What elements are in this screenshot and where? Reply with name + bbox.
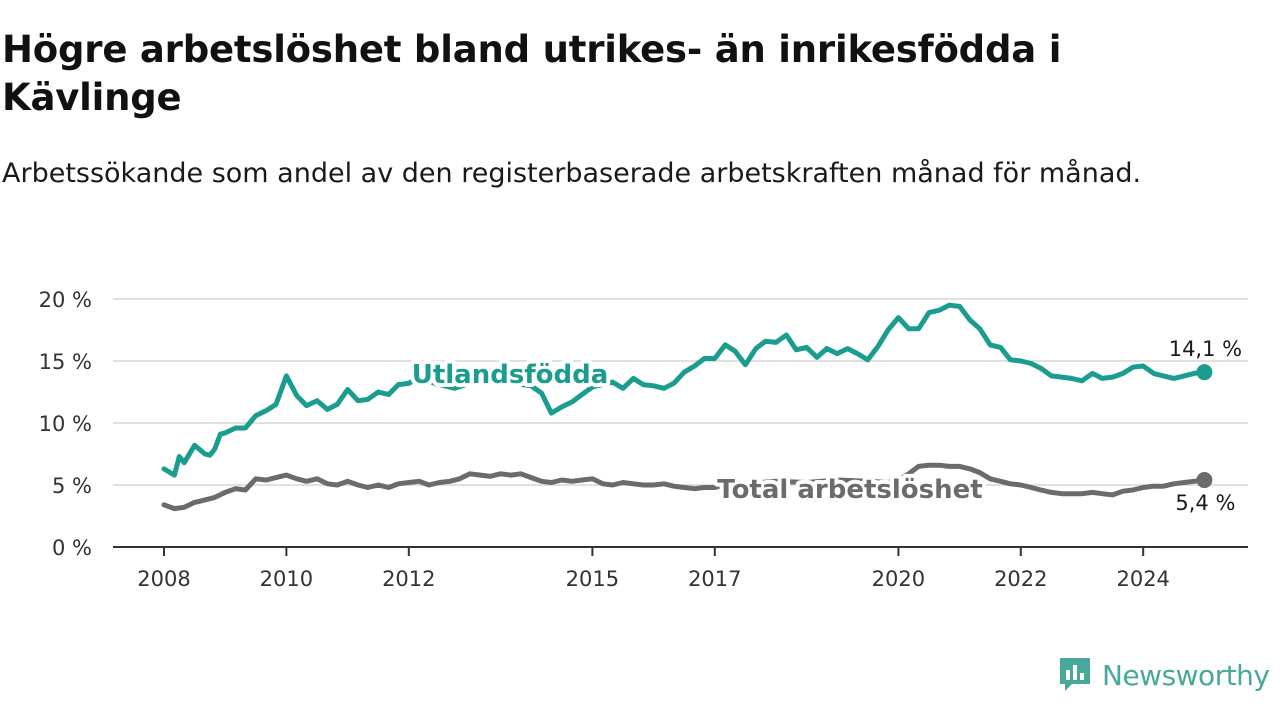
newsworthy-logo: Newsworthy xyxy=(1058,654,1270,696)
y-tick-label: 10 % xyxy=(39,412,92,436)
series-name-halo: Utlandsfödda xyxy=(412,360,609,390)
x-tick-label: 2022 xyxy=(994,567,1047,591)
x-axis-ticks: 2008 2010 2012 2015 2017 2020 2022 2024 xyxy=(137,547,1170,591)
x-tick-label: 2015 xyxy=(566,567,619,591)
series-name-label: Utlandsfödda xyxy=(412,360,609,390)
x-tick-label: 2017 xyxy=(688,567,741,591)
series-name-halo: Total arbetslöshet xyxy=(717,475,982,505)
grid-lines xyxy=(113,298,1248,548)
x-tick-label: 2024 xyxy=(1116,567,1169,591)
series-name-label: Total arbetslöshet xyxy=(717,475,982,505)
end-point-marker xyxy=(1196,472,1213,489)
series-line xyxy=(161,462,1207,512)
chart-subtitle: Arbetssökande som andel av den registerb… xyxy=(2,158,1142,189)
end-value-label: 5,4 % xyxy=(1175,491,1235,515)
series-line xyxy=(161,302,1207,478)
end-value-label: 14,1 % xyxy=(1169,337,1242,361)
x-tick-label: 2020 xyxy=(872,567,925,591)
newsworthy-chart-icon xyxy=(1060,658,1090,691)
series-lines xyxy=(161,302,1213,512)
y-tick-label: 5 % xyxy=(52,474,92,498)
x-tick-label: 2008 xyxy=(137,567,190,591)
brand-name: Newsworthy xyxy=(1102,658,1270,692)
y-tick-label: 20 % xyxy=(39,288,92,312)
end-point-marker xyxy=(1196,364,1213,381)
y-tick-label: 15 % xyxy=(39,350,92,374)
x-tick-label: 2012 xyxy=(382,567,435,591)
y-tick-label: 0 % xyxy=(52,536,92,560)
y-axis-ticks: 0 % 5 % 10 % 15 % 20 % xyxy=(39,288,92,560)
x-tick-label: 2010 xyxy=(260,567,313,591)
series-labels: 14,1 %5,4 %UtlandsföddaUtlandsföddaTotal… xyxy=(408,337,1242,515)
chart-title: Högre arbetslöshet bland utrikes- än inr… xyxy=(2,28,1062,119)
